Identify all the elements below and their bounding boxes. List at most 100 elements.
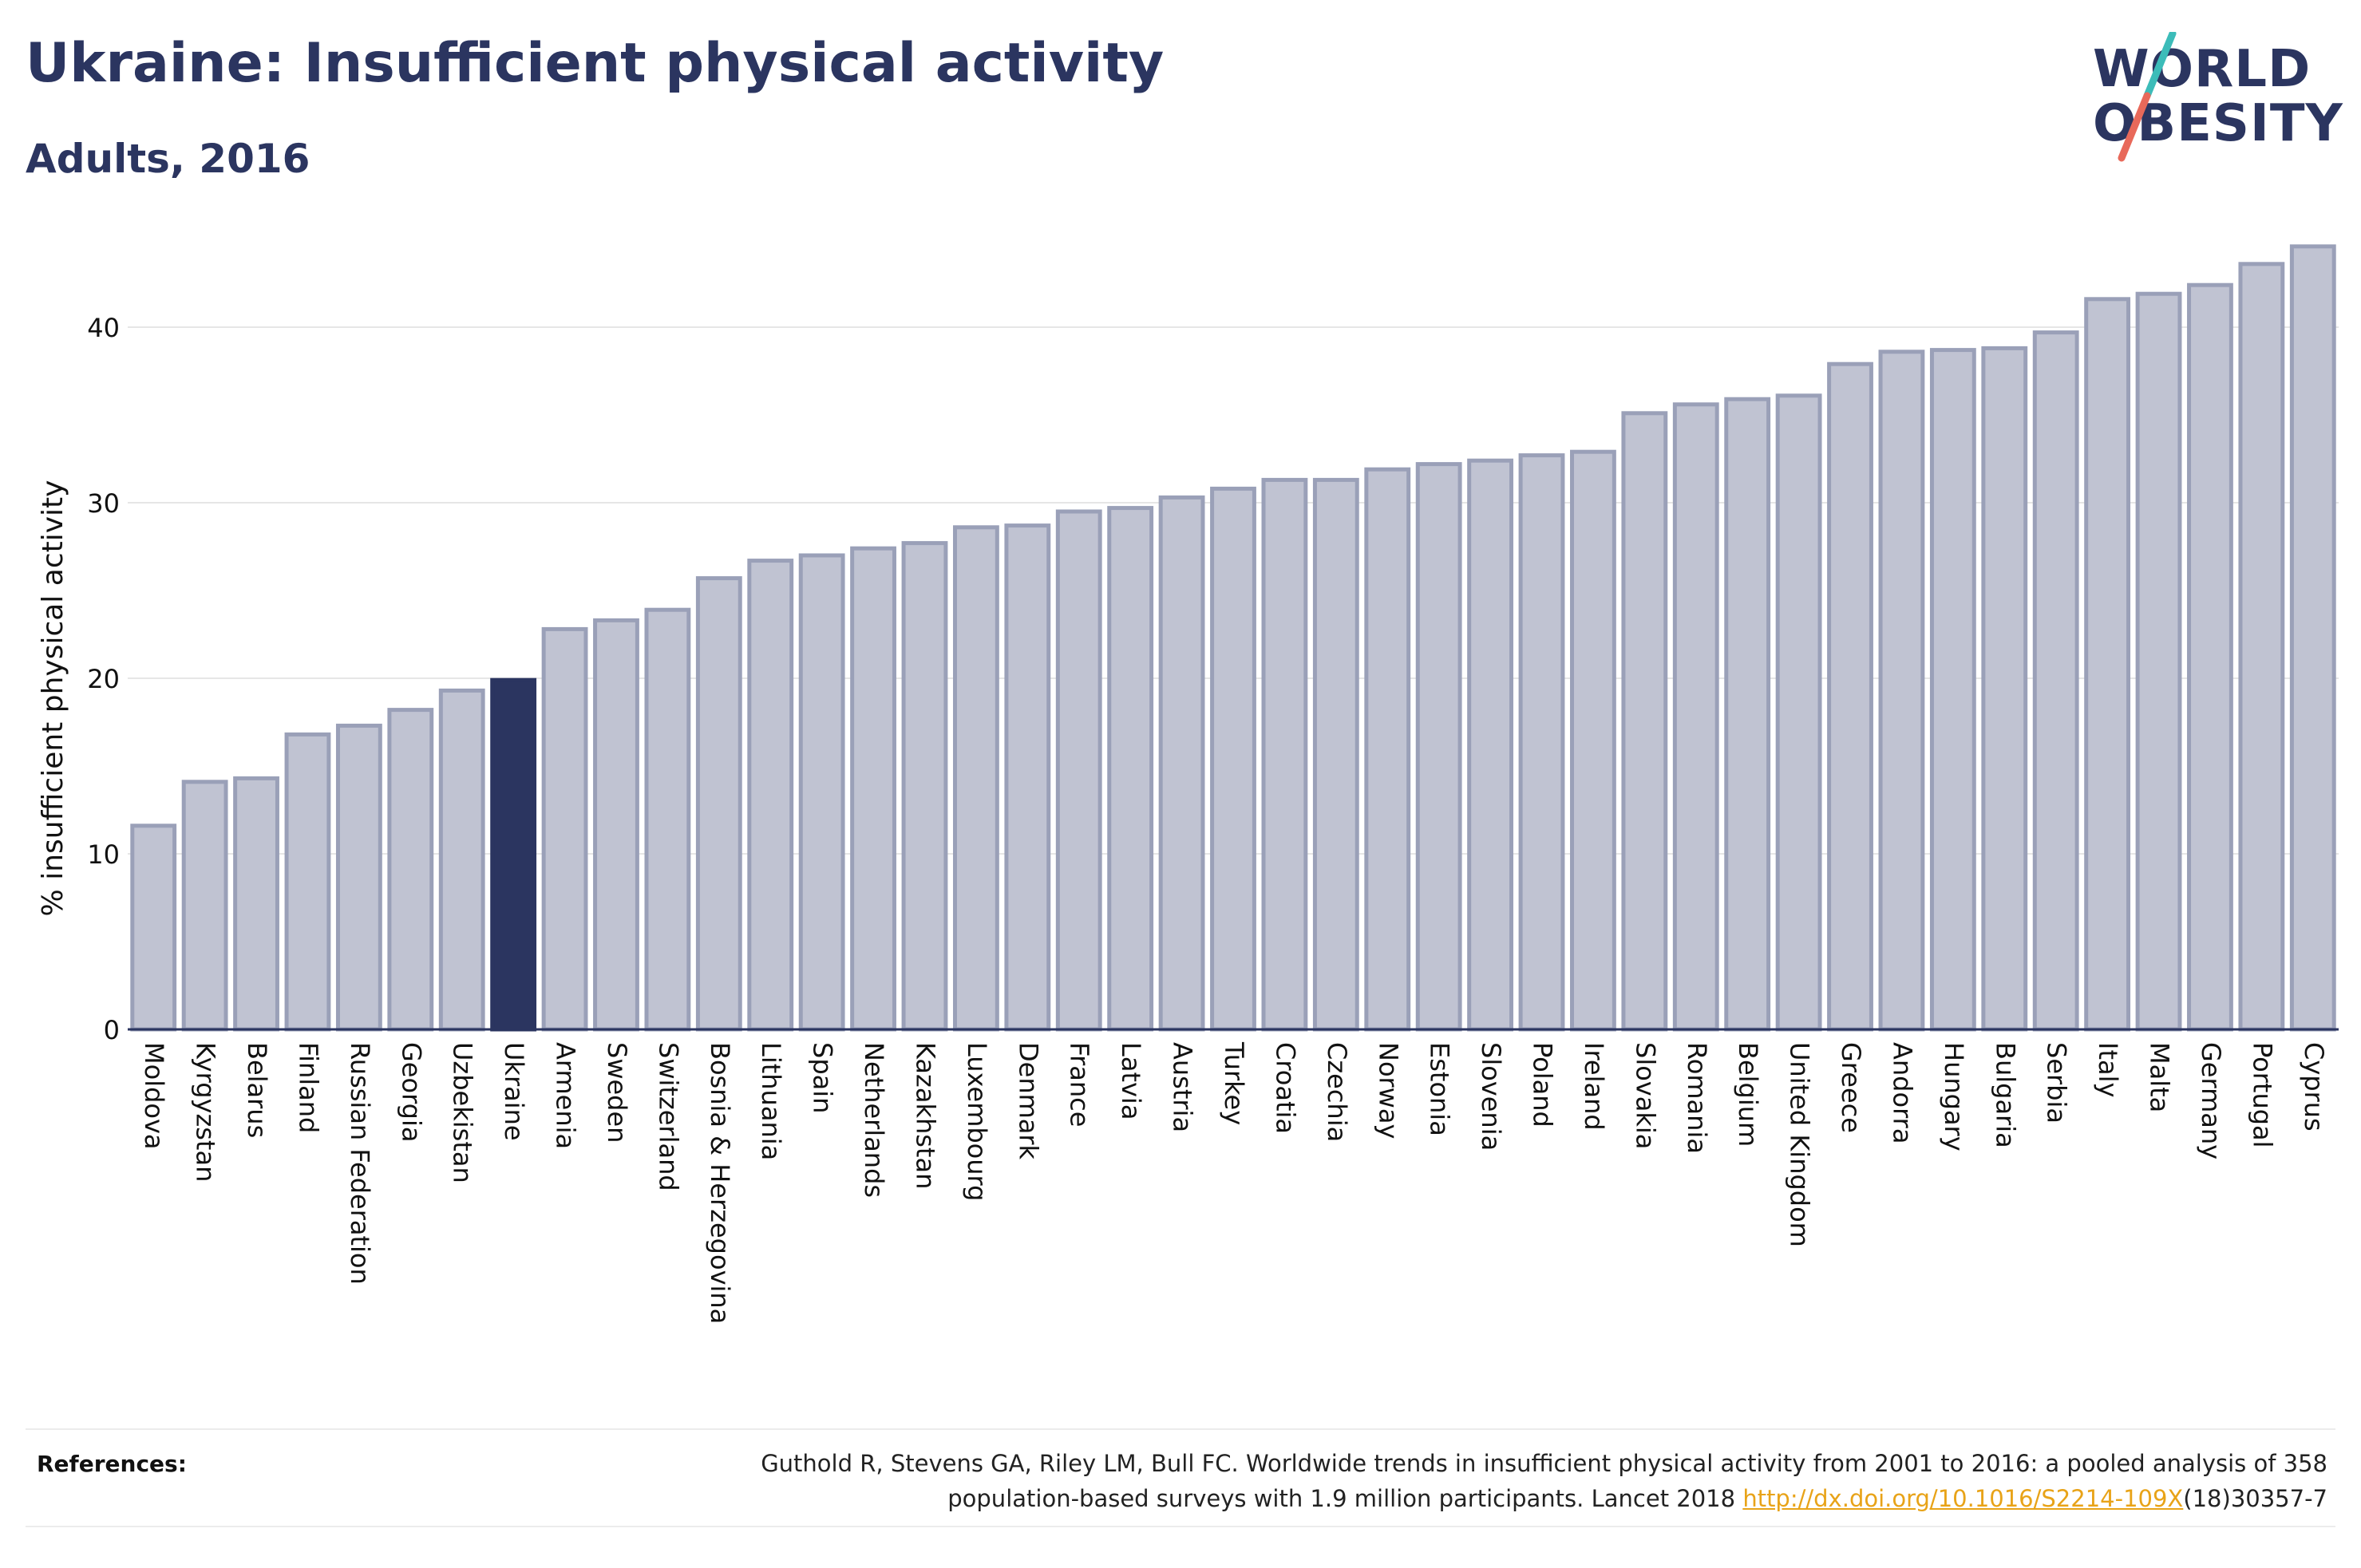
x-tick-label: Hungary <box>1939 1042 1969 1151</box>
bar-cyprus <box>2289 244 2336 1032</box>
references-line-2-prefix: population-based surveys with 1.9 millio… <box>947 1485 1743 1512</box>
references-line-2-suffix: (18)30357-7 <box>2183 1485 2327 1512</box>
bar-ireland <box>1570 449 1616 1032</box>
bar-belgium <box>1724 397 1771 1032</box>
x-tick-label: Estonia <box>1425 1042 1455 1136</box>
x-tick-label: Romania <box>1682 1042 1712 1154</box>
bar-belarus <box>233 776 279 1032</box>
bar-poland <box>1518 453 1565 1032</box>
x-tick-label: Malta <box>2145 1042 2175 1112</box>
bar-luxembourg <box>952 525 999 1032</box>
y-axis-label: % insufficient physical activity <box>37 480 69 917</box>
x-tick-label: Cyprus <box>2299 1042 2329 1132</box>
x-tick-label: Slovenia <box>1476 1042 1506 1151</box>
bar-russian-federation <box>335 723 382 1032</box>
bar-hungary <box>1929 348 1976 1032</box>
bar-ukraine <box>490 677 537 1032</box>
logo-slash-icon <box>2118 32 2177 162</box>
bar-austria <box>1158 495 1205 1032</box>
bar-italy <box>2084 297 2131 1032</box>
bar-latvia <box>1107 506 1154 1032</box>
bar-slovenia <box>1467 458 1514 1032</box>
x-tick-label: Ukraine <box>499 1042 529 1141</box>
x-tick-label: Spain <box>808 1042 838 1113</box>
bar-romania <box>1672 402 1719 1032</box>
bar-bulgaria <box>1981 346 2028 1032</box>
bar-germany <box>2187 282 2233 1032</box>
bar-czechia <box>1312 477 1359 1032</box>
bar-france <box>1055 509 1102 1032</box>
x-tick-label: Luxembourg <box>962 1042 992 1201</box>
bar-norway <box>1364 467 1411 1032</box>
bar-armenia <box>541 626 588 1032</box>
x-tick-label: Sweden <box>602 1042 632 1143</box>
x-tick-label: Russian Federation <box>345 1042 375 1285</box>
bar-finland <box>284 732 331 1032</box>
page-subtitle: Adults, 2016 <box>26 136 310 182</box>
x-tick-label: Switzerland <box>653 1042 683 1191</box>
x-tick-label: Serbia <box>2042 1042 2072 1124</box>
bar-serbia <box>2032 330 2079 1032</box>
x-tick-label: Belgium <box>1733 1042 1763 1147</box>
x-tick-label: Germany <box>2196 1042 2226 1159</box>
references-label: References: <box>37 1451 187 1477</box>
bar-united-kingdom <box>1775 393 1822 1032</box>
bar-uzbekistan <box>438 688 485 1032</box>
x-axis-labels: Moldova Kyrgyzstan Belarus Finland Russian F… <box>139 1041 2329 1324</box>
bar-greece <box>1827 361 1873 1032</box>
bar-switzerland <box>644 607 691 1032</box>
bar-spain <box>798 553 845 1032</box>
bar-denmark <box>1004 523 1051 1032</box>
bar-turkey <box>1210 486 1256 1032</box>
x-tick-label: Finland <box>293 1042 323 1133</box>
x-tick-label: Czechia <box>1322 1042 1352 1142</box>
bar-sweden <box>593 618 639 1032</box>
x-tick-label: Uzbekistan <box>448 1042 478 1183</box>
x-tick-label: Belarus <box>242 1042 272 1138</box>
references-line-2: population-based surveys with 1.9 millio… <box>571 1481 2327 1516</box>
y-tick-label: 30 <box>87 488 120 519</box>
world-obesity-logo: WORLD OBESITY <box>2083 32 2343 168</box>
logo-line-1: WORLD <box>2093 40 2312 99</box>
x-tick-label: Bulgaria <box>1990 1042 2020 1148</box>
page-title: Ukraine: Insufficient physical activity <box>26 32 1165 95</box>
x-tick-label: Greece <box>1836 1042 1866 1133</box>
x-tick-label: Armenia <box>551 1042 581 1149</box>
x-tick-label: Slovakia <box>1630 1042 1660 1149</box>
x-tick-label: Latvia <box>1116 1042 1146 1120</box>
bar-croatia <box>1261 477 1308 1032</box>
bar-slovakia <box>1621 411 1668 1032</box>
references-line-1: Guthold R, Stevens GA, Riley LM, Bull FC… <box>761 1450 2327 1477</box>
references-bottom-divider <box>26 1526 2335 1527</box>
y-axis-ticks: 0 10 20 30 40 <box>87 313 120 1045</box>
x-tick-label: Bosnia & Herzegovina <box>705 1042 735 1324</box>
x-tick-label: United Kingdom <box>1785 1042 1815 1247</box>
bar-andorra <box>1878 350 1925 1032</box>
y-tick-label: 20 <box>87 664 120 694</box>
y-tick-label: 10 <box>87 839 120 870</box>
y-tick-label: 0 <box>104 1015 120 1045</box>
bar-kyrgyzstan <box>181 780 228 1032</box>
x-tick-label: Andorra <box>1887 1042 1917 1143</box>
x-tick-label: Denmark <box>1013 1042 1043 1160</box>
x-tick-label: Kyrgyzstan <box>191 1042 221 1182</box>
x-tick-label: France <box>1065 1042 1095 1127</box>
bar-portugal <box>2238 262 2285 1032</box>
doi-link[interactable]: http://dx.doi.org/10.1016/S2214-109X <box>1742 1485 2184 1512</box>
x-tick-label: Georgia <box>396 1042 426 1142</box>
bar-lithuania <box>747 559 794 1032</box>
bars <box>130 244 2336 1032</box>
x-tick-label: Italy <box>2093 1042 2123 1097</box>
x-tick-label: Kazakhstan <box>910 1042 940 1189</box>
x-tick-label: Turkey <box>1219 1041 1249 1125</box>
x-tick-label: Norway <box>1373 1042 1403 1139</box>
x-tick-label: Lithuania <box>756 1042 786 1160</box>
bar-bosnia-herzegovina <box>695 576 742 1032</box>
x-tick-label: Portugal <box>2247 1042 2277 1148</box>
x-tick-label: Austria <box>1168 1042 1198 1132</box>
bar-moldova <box>130 823 177 1032</box>
x-tick-label: Netherlands <box>859 1042 889 1198</box>
y-tick-label: 40 <box>87 313 120 343</box>
x-tick-label: Croatia <box>1270 1042 1300 1134</box>
bar-georgia <box>387 708 434 1032</box>
